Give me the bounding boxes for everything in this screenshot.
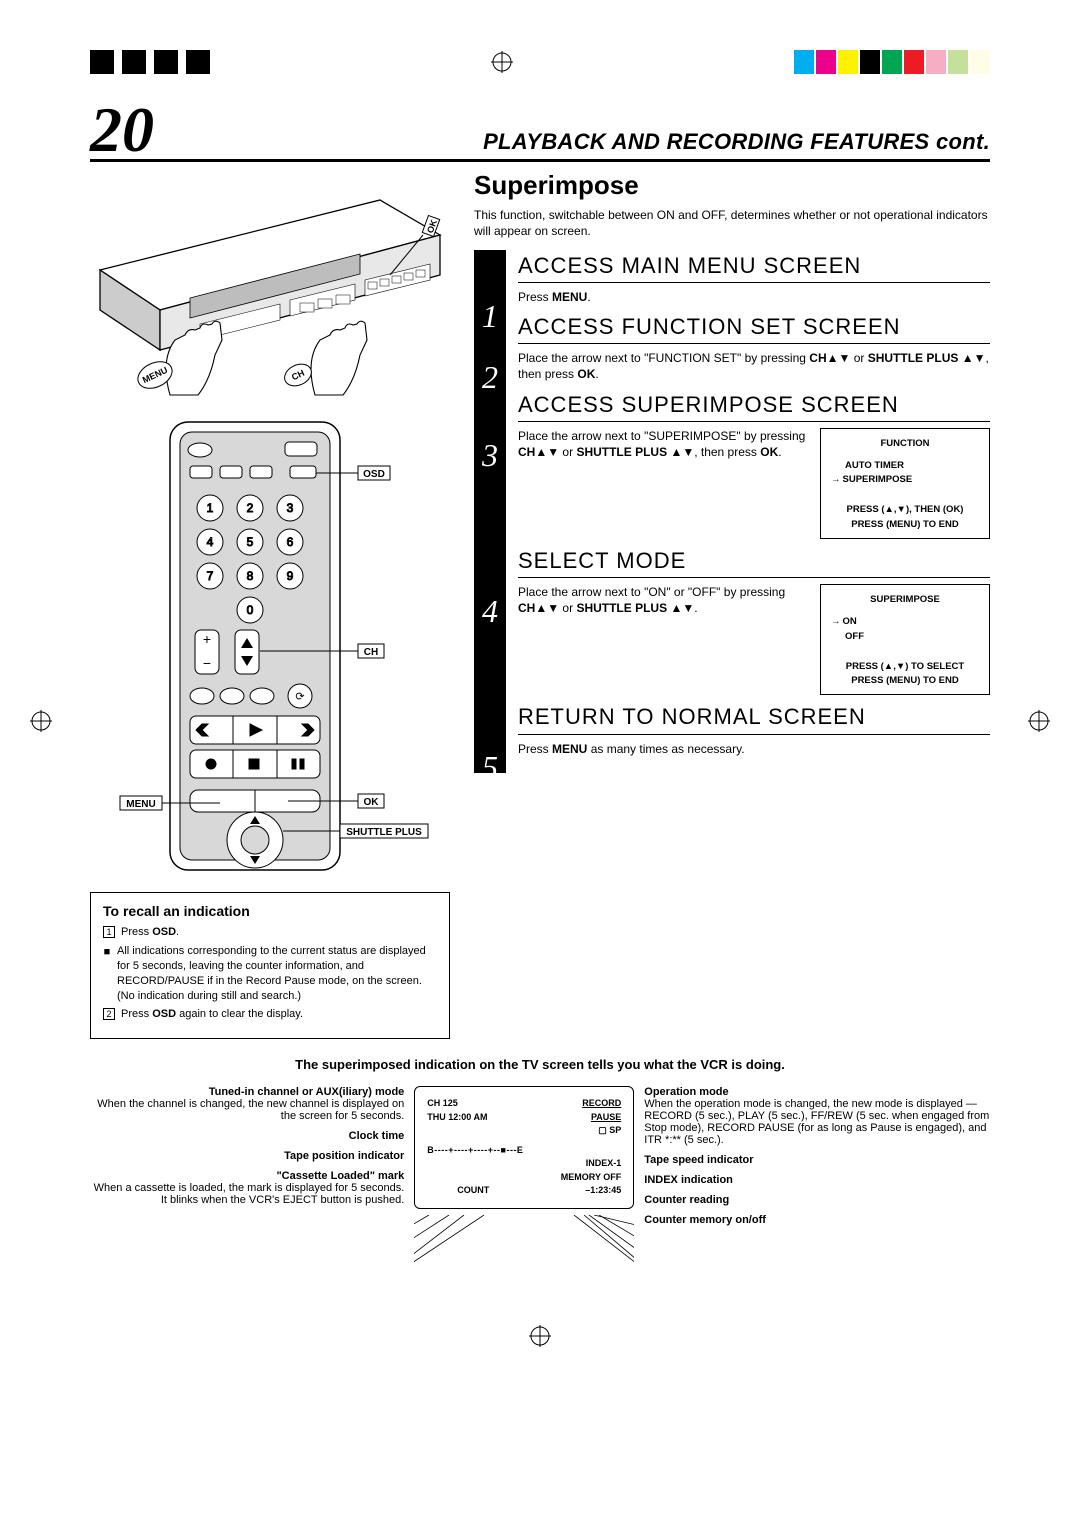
svg-text:7: 7 [207,569,214,583]
osd-superimpose-screen: SUPERIMPOSE ON OFF PRESS (▲,▼) TO SELECT… [820,584,990,695]
tv-tape-position: B----+----+----+--■---E [427,1144,621,1158]
osd-footer: PRESS (MENU) TO END [831,518,979,532]
step-body: Place the arrow next to "FUNCTION SET" b… [518,350,990,382]
remote-osd-label: OSD [363,469,385,480]
recall-indication-box: To recall an indication 1 Press OSD. ■All… [90,892,450,1039]
remote-ok-label: OK [364,797,380,808]
osd-line: OFF [831,630,979,644]
step-heading: ACCESS FUNCTION SET SCREEN [518,315,990,344]
intro-text: This function, switchable between ON and… [474,207,990,239]
registration-cross-bottom [90,1325,990,1352]
step-heading: ACCESS MAIN MENU SCREEN [518,254,990,283]
tv-callout-item: Operation modeWhen the operation mode is… [644,1086,990,1146]
tv-callout-item: Tuned-in channel or AUX(iliary) modeWhen… [90,1086,404,1122]
osd-line: AUTO TIMER [831,459,979,473]
svg-text:0: 0 [247,603,254,617]
osd-selected-line: SUPERIMPOSE [831,473,979,487]
tv-callout-item: Tape position indicator [90,1150,404,1162]
step-body: Press MENU. [518,289,990,305]
recall-step-number: 1 [103,926,115,938]
registration-cross-icon [210,51,794,73]
step-heading: SELECT MODE [518,549,990,578]
page-header: 20 PLAYBACK AND RECORDING FEATURES cont. [90,104,990,162]
recall-step-number: 2 [103,1008,115,1020]
tv-memory: MEMORY OFF [427,1171,621,1185]
osd-title: FUNCTION [831,437,979,451]
tv-screen: CH 125 RECORD THU 12:00 AM PAUSE ▢ SP B---… [414,1086,634,1209]
crop-black-boxes [90,50,210,74]
recall-step-text: Press OSD. [121,925,179,940]
svg-text:+: + [203,631,211,647]
osd-selected-line: ON [831,615,979,629]
osd-function-screen: FUNCTION AUTO TIMER SUPERIMPOSE PRESS (▲… [820,428,990,539]
step-number: 3 [474,437,506,474]
tv-speed: ▢ SP [427,1124,621,1138]
tv-count-label: COUNT [457,1184,489,1198]
svg-text:−: − [203,655,211,671]
tv-index: INDEX-1 [427,1157,621,1171]
tv-callout-item: Clock time [90,1130,404,1142]
step-body: Press MENU as many times as necessary. [518,741,990,757]
tv-clock: THU 12:00 AM [427,1111,487,1125]
header-title: PLAYBACK AND RECORDING FEATURES cont. [170,129,990,155]
osd-footer: PRESS (▲,▼), THEN (OK) [831,503,979,517]
color-bar [794,50,990,74]
remote-illustration: 1 2 3 4 5 6 7 8 9 0 + − [90,416,450,876]
svg-text:8: 8 [247,569,254,583]
recall-step-text: Press OSD again to clear the display. [121,1007,303,1022]
leader-lines [414,1215,634,1265]
remote-ch-label: CH [364,647,378,658]
svg-text:⟳: ⟳ [295,691,304,703]
osd-footer: PRESS (MENU) TO END [831,674,979,688]
step-heading: RETURN TO NORMAL SCREEN [518,705,990,734]
step-body: Place the arrow next to "SUPERIMPOSE" by… [518,428,808,460]
svg-text:1: 1 [207,501,214,515]
bullet-icon: ■ [103,945,111,1003]
registration-marks-top [90,50,990,74]
steps-container: 1 ACCESS MAIN MENU SCREEN Press MENU. 2 … [474,250,990,773]
svg-text:5: 5 [247,535,254,549]
step-number: 4 [474,593,506,630]
osd-footer: PRESS (▲,▼) TO SELECT [831,660,979,674]
svg-text:4: 4 [207,535,214,549]
bottom-summary-text: The superimposed indication on the TV sc… [90,1057,990,1072]
step-body: Place the arrow next to "ON" or "OFF" by… [518,584,808,616]
remote-menu-label: MENU [126,799,155,810]
section-title: Superimpose [474,170,990,201]
recall-detail-text: All indications corresponding to the cur… [117,944,437,1003]
step-heading: ACCESS SUPERIMPOSE SCREEN [518,393,990,422]
tv-callout-item: Counter memory on/off [644,1214,990,1226]
tv-callout-item: Counter reading [644,1194,990,1206]
tv-callout-item: INDEX indication [644,1174,990,1186]
step-number: 2 [474,359,506,396]
tv-indication-section: Tuned-in channel or AUX(iliary) modeWhen… [90,1086,990,1265]
tv-count-value: –1:23:45 [585,1184,621,1198]
svg-text:3: 3 [287,501,294,515]
vcr-illustration: MENU CH OK [90,170,450,400]
step-number: 1 [474,298,506,335]
svg-text:2: 2 [247,501,254,515]
page-number: 20 [90,104,154,155]
svg-text:6: 6 [287,535,294,549]
svg-text:9: 9 [287,569,294,583]
tv-pause: PAUSE [591,1111,621,1125]
tv-callout-item: Tape speed indicator [644,1154,990,1166]
osd-title: SUPERIMPOSE [831,593,979,607]
remote-shuttle-label: SHUTTLE PLUS [346,827,422,838]
tv-callout-item: "Cassette Loaded" markWhen a cassette is… [90,1170,404,1206]
step-number: 5 [474,749,506,786]
tv-ch: CH 125 [427,1097,458,1111]
recall-title: To recall an indication [103,903,437,919]
tv-record: RECORD [582,1097,621,1111]
